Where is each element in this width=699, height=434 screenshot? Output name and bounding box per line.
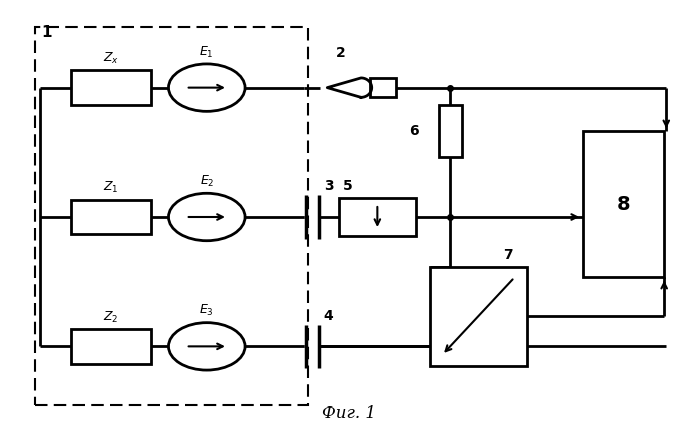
- Text: $Z_x$: $Z_x$: [103, 51, 119, 66]
- Polygon shape: [327, 78, 372, 97]
- Text: 8: 8: [617, 194, 630, 214]
- Text: 3: 3: [324, 179, 333, 193]
- Text: $E_3$: $E_3$: [199, 303, 214, 318]
- Bar: [71, 329, 151, 364]
- Text: 1: 1: [42, 25, 52, 40]
- Bar: [430, 266, 527, 366]
- Bar: [71, 70, 151, 105]
- Bar: [339, 197, 416, 237]
- Text: 5: 5: [343, 179, 352, 193]
- Text: $Z_1$: $Z_1$: [103, 181, 119, 195]
- Text: 4: 4: [324, 309, 333, 322]
- Bar: [583, 131, 664, 277]
- Bar: [71, 200, 151, 234]
- Bar: [439, 105, 461, 157]
- Text: $E_2$: $E_2$: [199, 174, 214, 189]
- Text: 7: 7: [503, 248, 513, 262]
- Text: $Z_2$: $Z_2$: [103, 310, 119, 325]
- Text: 2: 2: [336, 46, 345, 59]
- Text: 6: 6: [410, 124, 419, 138]
- Text: Фиг. 1: Фиг. 1: [322, 405, 377, 422]
- Text: $E_1$: $E_1$: [199, 45, 214, 59]
- Bar: [370, 78, 396, 97]
